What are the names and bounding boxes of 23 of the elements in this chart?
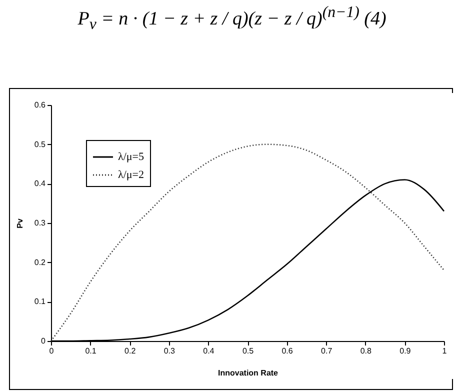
y-tick-label: 0.1 [34,297,46,306]
x-tick-label: 0.2 [124,346,136,356]
y-tick-label: 0.4 [34,179,46,188]
x-axis-title: Innovation Rate [218,368,279,378]
x-tick-label: 0.5 [242,346,254,356]
x-tick-label: 1 [442,346,448,356]
y-axis-title: Pv [15,218,24,228]
chart-title: P$_{v}$ = n · (1 − z + z / q)(z − z / q)$^{(n−1)}$ (4) [76,4,388,34]
y-tick-label: 0.6 [34,100,46,110]
y-tick-label: 0.3 [34,218,46,228]
x-tick-label: 0.9 [400,346,412,356]
x-tick-label: 0.8 [360,346,372,356]
legend-label: λ/μ=5 [118,151,144,163]
x-tick-label: 0 [49,346,54,356]
x-tick-label: 0.1 [85,346,97,356]
y-tick-label: 0.5 [34,140,46,149]
legend-label: λ/μ=2 [118,169,144,181]
y-tick-label: 0 [41,336,46,346]
y-tick-label: 0.2 [34,258,46,267]
x-tick-label: 0.4 [203,346,215,356]
x-tick-label: 0.3 [164,346,176,356]
x-tick-label: 0.6 [282,346,294,356]
x-tick-label: 0.7 [321,346,333,356]
